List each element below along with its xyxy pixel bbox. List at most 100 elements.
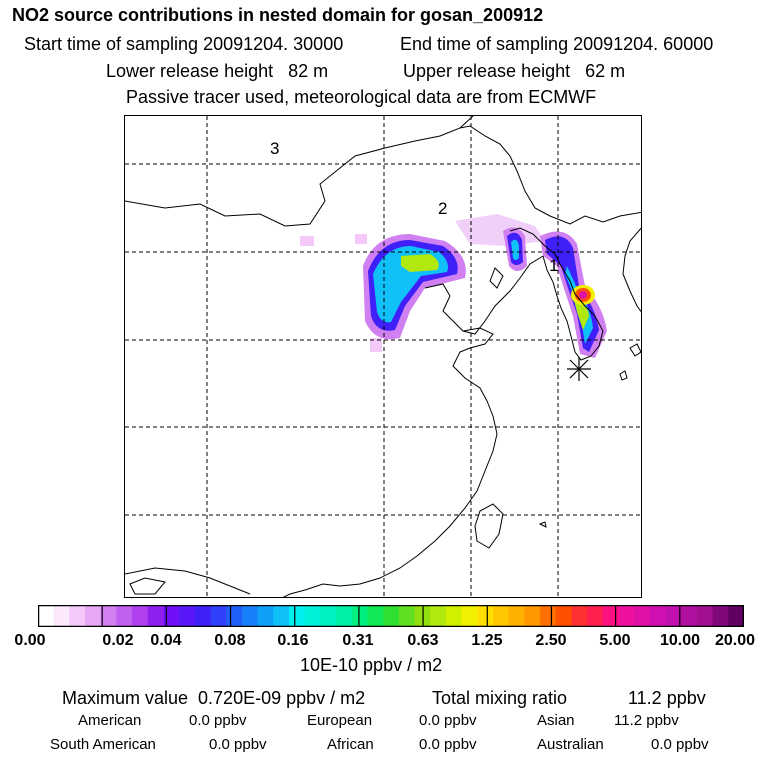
coastline bbox=[282, 351, 498, 597]
border-line bbox=[125, 116, 474, 227]
colorbar-segment bbox=[69, 605, 86, 627]
contrib-name-asian: Asian bbox=[537, 712, 575, 729]
colorbar-segment bbox=[477, 605, 494, 627]
colorbar-segment bbox=[524, 605, 541, 627]
contrib-value-australian: 0.0 ppbv bbox=[651, 736, 709, 753]
contrib-name-european: European bbox=[307, 712, 373, 729]
concentration-plume bbox=[300, 214, 607, 358]
colorbar-segment bbox=[273, 605, 290, 627]
colorbar-segment bbox=[665, 605, 682, 627]
colorbar-segment bbox=[681, 605, 698, 627]
colorbar-segment bbox=[618, 605, 635, 627]
upper-release-label: Upper release height 62 m bbox=[403, 61, 626, 81]
colorbar-tick: 10.00 bbox=[659, 632, 701, 649]
map-gridlines bbox=[125, 116, 641, 597]
colorbar-tick: 0.63 bbox=[407, 632, 439, 649]
colorbar-segment bbox=[508, 605, 525, 627]
colorbar-segment bbox=[398, 605, 416, 627]
contrib-value-european: 0.0 ppbv bbox=[419, 712, 477, 729]
contrib-value-south-american: 0.0 ppbv bbox=[209, 736, 267, 753]
contrib-name-australian: Australian bbox=[537, 736, 604, 753]
colorbar-segment bbox=[85, 605, 102, 627]
colorbar-segment bbox=[132, 605, 149, 627]
receptor-asterisk-icon bbox=[567, 357, 591, 381]
region-label-2: 2 bbox=[438, 199, 447, 218]
contrib-name-american: American bbox=[78, 712, 142, 729]
colorbar-segment bbox=[304, 605, 321, 627]
colorbar-tick: 5.00 bbox=[599, 632, 631, 649]
coastline bbox=[622, 227, 641, 313]
end-time-label: End time of sampling 20091204. 60000 bbox=[400, 34, 714, 54]
colorbar-segment bbox=[320, 605, 337, 627]
colorbar-segment bbox=[383, 605, 400, 627]
contrib-name-african: African bbox=[327, 736, 374, 753]
total-mixing-value: 11.2 ppbv bbox=[628, 688, 706, 708]
max-value-label: Maximum value 0.720E-09 ppbv / m2 bbox=[62, 688, 366, 708]
colorbar-tick: 20.00 bbox=[714, 632, 756, 649]
plume-trace bbox=[370, 338, 382, 352]
chart-title: NO2 source contributions in nested domai… bbox=[12, 5, 544, 25]
colorbar-segment bbox=[571, 605, 588, 627]
plume-trace bbox=[300, 236, 314, 246]
plume-north-inner bbox=[511, 239, 519, 260]
colorbar-tick: 0.31 bbox=[342, 632, 374, 649]
island bbox=[629, 343, 641, 357]
colorbar-segment bbox=[696, 605, 714, 627]
map-boundaries bbox=[125, 116, 641, 597]
colorbar-segment bbox=[445, 605, 463, 627]
colorbar-segment bbox=[53, 605, 70, 627]
colorbar-segment bbox=[116, 605, 133, 627]
colorbar-segment bbox=[587, 605, 604, 627]
colorbar-segment bbox=[336, 605, 353, 627]
colorbar-segment bbox=[210, 605, 227, 627]
colorbar-segment bbox=[351, 605, 368, 627]
colorbar-segment bbox=[728, 605, 744, 627]
colorbar-segment bbox=[602, 605, 619, 627]
lower-release-label: Lower release height 82 m bbox=[106, 61, 329, 81]
colorbar-tick: 0.08 bbox=[214, 632, 246, 649]
colorbar-segment bbox=[194, 605, 212, 627]
colorbar bbox=[38, 605, 744, 627]
region-label-1: 1 bbox=[549, 256, 558, 275]
island bbox=[538, 521, 547, 528]
contrib-value-asian: 11.2 ppbv bbox=[614, 712, 679, 729]
colorbar-segment bbox=[289, 605, 306, 627]
start-time-label: Start time of sampling 20091204. 30000 bbox=[24, 34, 344, 54]
island-taiwan bbox=[474, 503, 504, 549]
colorbar-segment bbox=[461, 605, 478, 627]
contrib-name-south-american: South American bbox=[50, 736, 156, 753]
coastline bbox=[489, 267, 504, 289]
colorbar-segment bbox=[241, 605, 259, 627]
colorbar-tick: 0.02 bbox=[102, 632, 134, 649]
coastline bbox=[459, 327, 494, 353]
colorbar-segment bbox=[257, 605, 274, 627]
colorbar-tick: 0.16 bbox=[277, 632, 309, 649]
colorbar-segment bbox=[100, 605, 117, 627]
colorbar-segment bbox=[163, 605, 180, 627]
colorbar-segment bbox=[226, 605, 243, 627]
coastline bbox=[542, 253, 604, 361]
colorbar-segment bbox=[38, 605, 55, 627]
total-mixing-label: Total mixing ratio bbox=[432, 688, 568, 708]
border-line bbox=[459, 125, 641, 225]
border-line bbox=[125, 567, 251, 595]
contrib-value-african: 0.0 ppbv bbox=[419, 736, 477, 753]
colorbar-tick: 1.25 bbox=[471, 632, 503, 649]
tracer-label: Passive tracer used, meteorological data… bbox=[126, 87, 597, 107]
map-svg: 3 2 1 bbox=[125, 116, 641, 597]
colorbar-tick: 0.00 bbox=[14, 632, 46, 649]
map-panel: 3 2 1 bbox=[124, 115, 642, 598]
colorbar-tick: 2.50 bbox=[535, 632, 567, 649]
colorbar-segment bbox=[555, 605, 572, 627]
plume-west-core bbox=[401, 254, 439, 272]
colorbar-segment bbox=[492, 605, 510, 627]
island bbox=[129, 577, 166, 595]
colorbar-segment bbox=[179, 605, 196, 627]
colorbar-segment bbox=[147, 605, 165, 627]
contrib-value-american: 0.0 ppbv bbox=[189, 712, 247, 729]
colorbar-segment bbox=[712, 605, 729, 627]
colorbar-frame bbox=[38, 605, 744, 627]
colorbar-segment bbox=[430, 605, 447, 627]
colorbar-segment bbox=[649, 605, 667, 627]
colorbar-segment bbox=[540, 605, 557, 627]
